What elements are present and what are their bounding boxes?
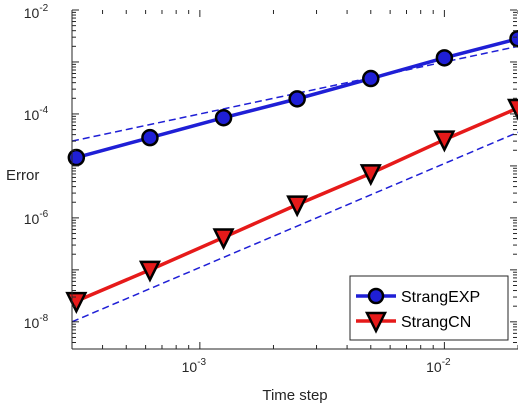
data-point xyxy=(433,130,456,153)
legend-label: StrangEXP xyxy=(401,289,480,306)
tick-exponent: -3 xyxy=(197,357,206,368)
legend: StrangEXP StrangCN xyxy=(349,275,509,341)
data-point xyxy=(509,29,518,48)
data-point xyxy=(138,260,161,283)
y-tick-label: 10-6 xyxy=(24,209,49,227)
legend-items: StrangEXP StrangCN xyxy=(356,287,480,334)
data-point xyxy=(212,228,235,251)
tick-exponent: -4 xyxy=(39,105,48,116)
x-tick-label: 10-3 xyxy=(182,357,207,375)
legend-marker xyxy=(364,311,388,334)
data-point xyxy=(288,90,306,108)
tick-exponent: -2 xyxy=(442,357,451,368)
tick-base: 10 xyxy=(24,211,40,227)
tick-base: 10 xyxy=(182,359,198,375)
tick-exponent: -6 xyxy=(39,209,48,220)
legend-label: StrangCN xyxy=(401,314,471,331)
series-layer xyxy=(65,29,518,314)
x-tick-label: 10-2 xyxy=(426,357,451,375)
data-point xyxy=(435,49,454,67)
y-tick-label: 10-2 xyxy=(24,3,49,21)
reference-line-slope-2 xyxy=(71,131,518,323)
tick-exponent: -2 xyxy=(39,3,48,14)
tick-base: 10 xyxy=(24,315,40,331)
tick-labels: 10-3 10-210-810-610-410-2 xyxy=(24,3,451,375)
tick-base: 10 xyxy=(24,107,40,123)
tick-base: 10 xyxy=(426,359,442,375)
data-point xyxy=(362,69,380,88)
y-axis-title: Error xyxy=(6,167,39,184)
axes xyxy=(71,9,518,350)
series-strangexp xyxy=(67,29,518,167)
tick-base: 10 xyxy=(24,5,40,21)
series-strangcn xyxy=(65,98,518,314)
data-point xyxy=(286,195,309,218)
data-point xyxy=(67,148,86,167)
legend-marker xyxy=(367,287,385,305)
legend-item-strangexp: StrangEXP xyxy=(356,287,480,306)
y-tick-label: 10-8 xyxy=(24,313,49,331)
data-point xyxy=(359,164,382,187)
legend-item-strangcn: StrangCN xyxy=(356,311,471,334)
data-point xyxy=(214,108,233,127)
x-axis-title: Time step xyxy=(262,387,327,404)
data-point xyxy=(141,128,159,147)
y-tick-label: 10-4 xyxy=(24,105,49,123)
tick-exponent: -8 xyxy=(39,313,48,324)
